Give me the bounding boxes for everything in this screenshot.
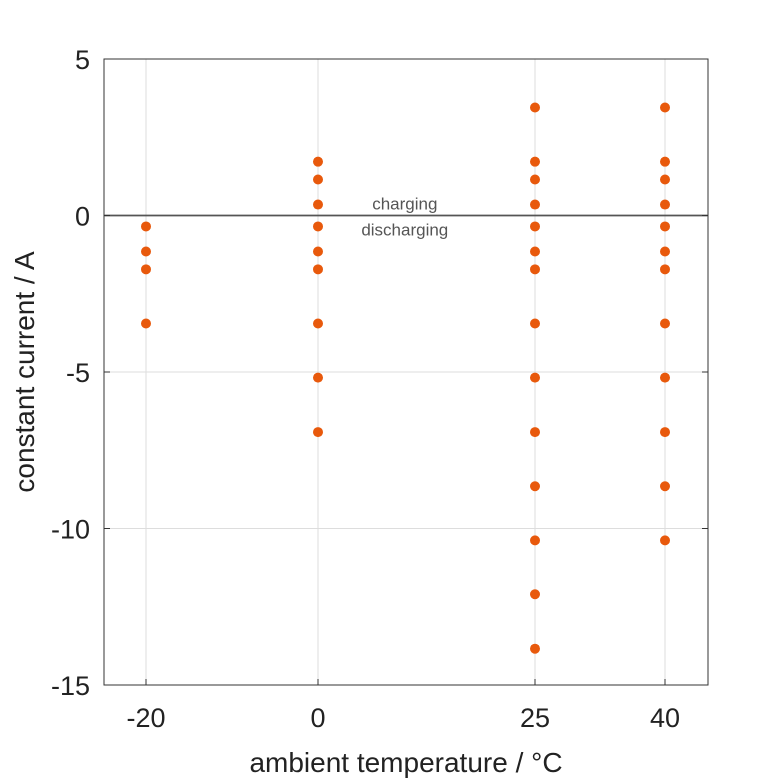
data-points [141,102,670,654]
data-point [530,643,540,654]
data-point [660,264,670,275]
data-point [530,535,540,546]
data-point [141,246,151,257]
data-point [530,221,540,232]
data-point [313,199,323,210]
x-tick-label: -20 [126,703,165,733]
data-point [660,427,670,438]
y-tick-label: 0 [75,202,90,232]
data-point [660,372,670,383]
data-point [660,102,670,113]
data-point [313,427,323,438]
discharging-annotation: discharging [361,221,448,240]
data-point [141,221,151,232]
y-tick-label: -5 [66,358,90,388]
data-point [660,318,670,329]
data-point [530,156,540,167]
data-point [530,264,540,275]
data-point [530,589,540,600]
y-tick-label: -10 [51,515,90,545]
x-tick-label: 40 [650,703,680,733]
data-point [660,246,670,257]
data-point [141,318,151,329]
x-tick-label: 25 [520,703,550,733]
x-axis-label: ambient temperature / °C [249,747,562,778]
data-point [313,318,323,329]
data-point [660,174,670,185]
data-point [660,156,670,167]
y-axis-label: constant current / A [9,251,40,493]
x-tick-label: 0 [310,703,325,733]
data-point [530,427,540,438]
charging-annotation: charging [372,195,437,214]
data-point [530,246,540,257]
data-point [313,174,323,185]
data-point [313,156,323,167]
axis-ticks: -20 0 25 40 -15 -10 -5 0 5 [51,45,708,733]
data-point [660,221,670,232]
y-tick-label: 5 [75,45,90,75]
data-point [530,481,540,492]
data-point [660,535,670,546]
data-point [313,246,323,257]
grid [104,58,708,686]
data-point [530,102,540,113]
data-point [313,221,323,232]
data-point [530,318,540,329]
data-point [141,264,151,275]
y-tick-label: -15 [51,671,90,701]
data-point [660,481,670,492]
data-point [530,174,540,185]
data-point [313,264,323,275]
data-point [660,199,670,210]
data-point [313,372,323,383]
data-point [530,372,540,383]
data-point [530,199,540,210]
